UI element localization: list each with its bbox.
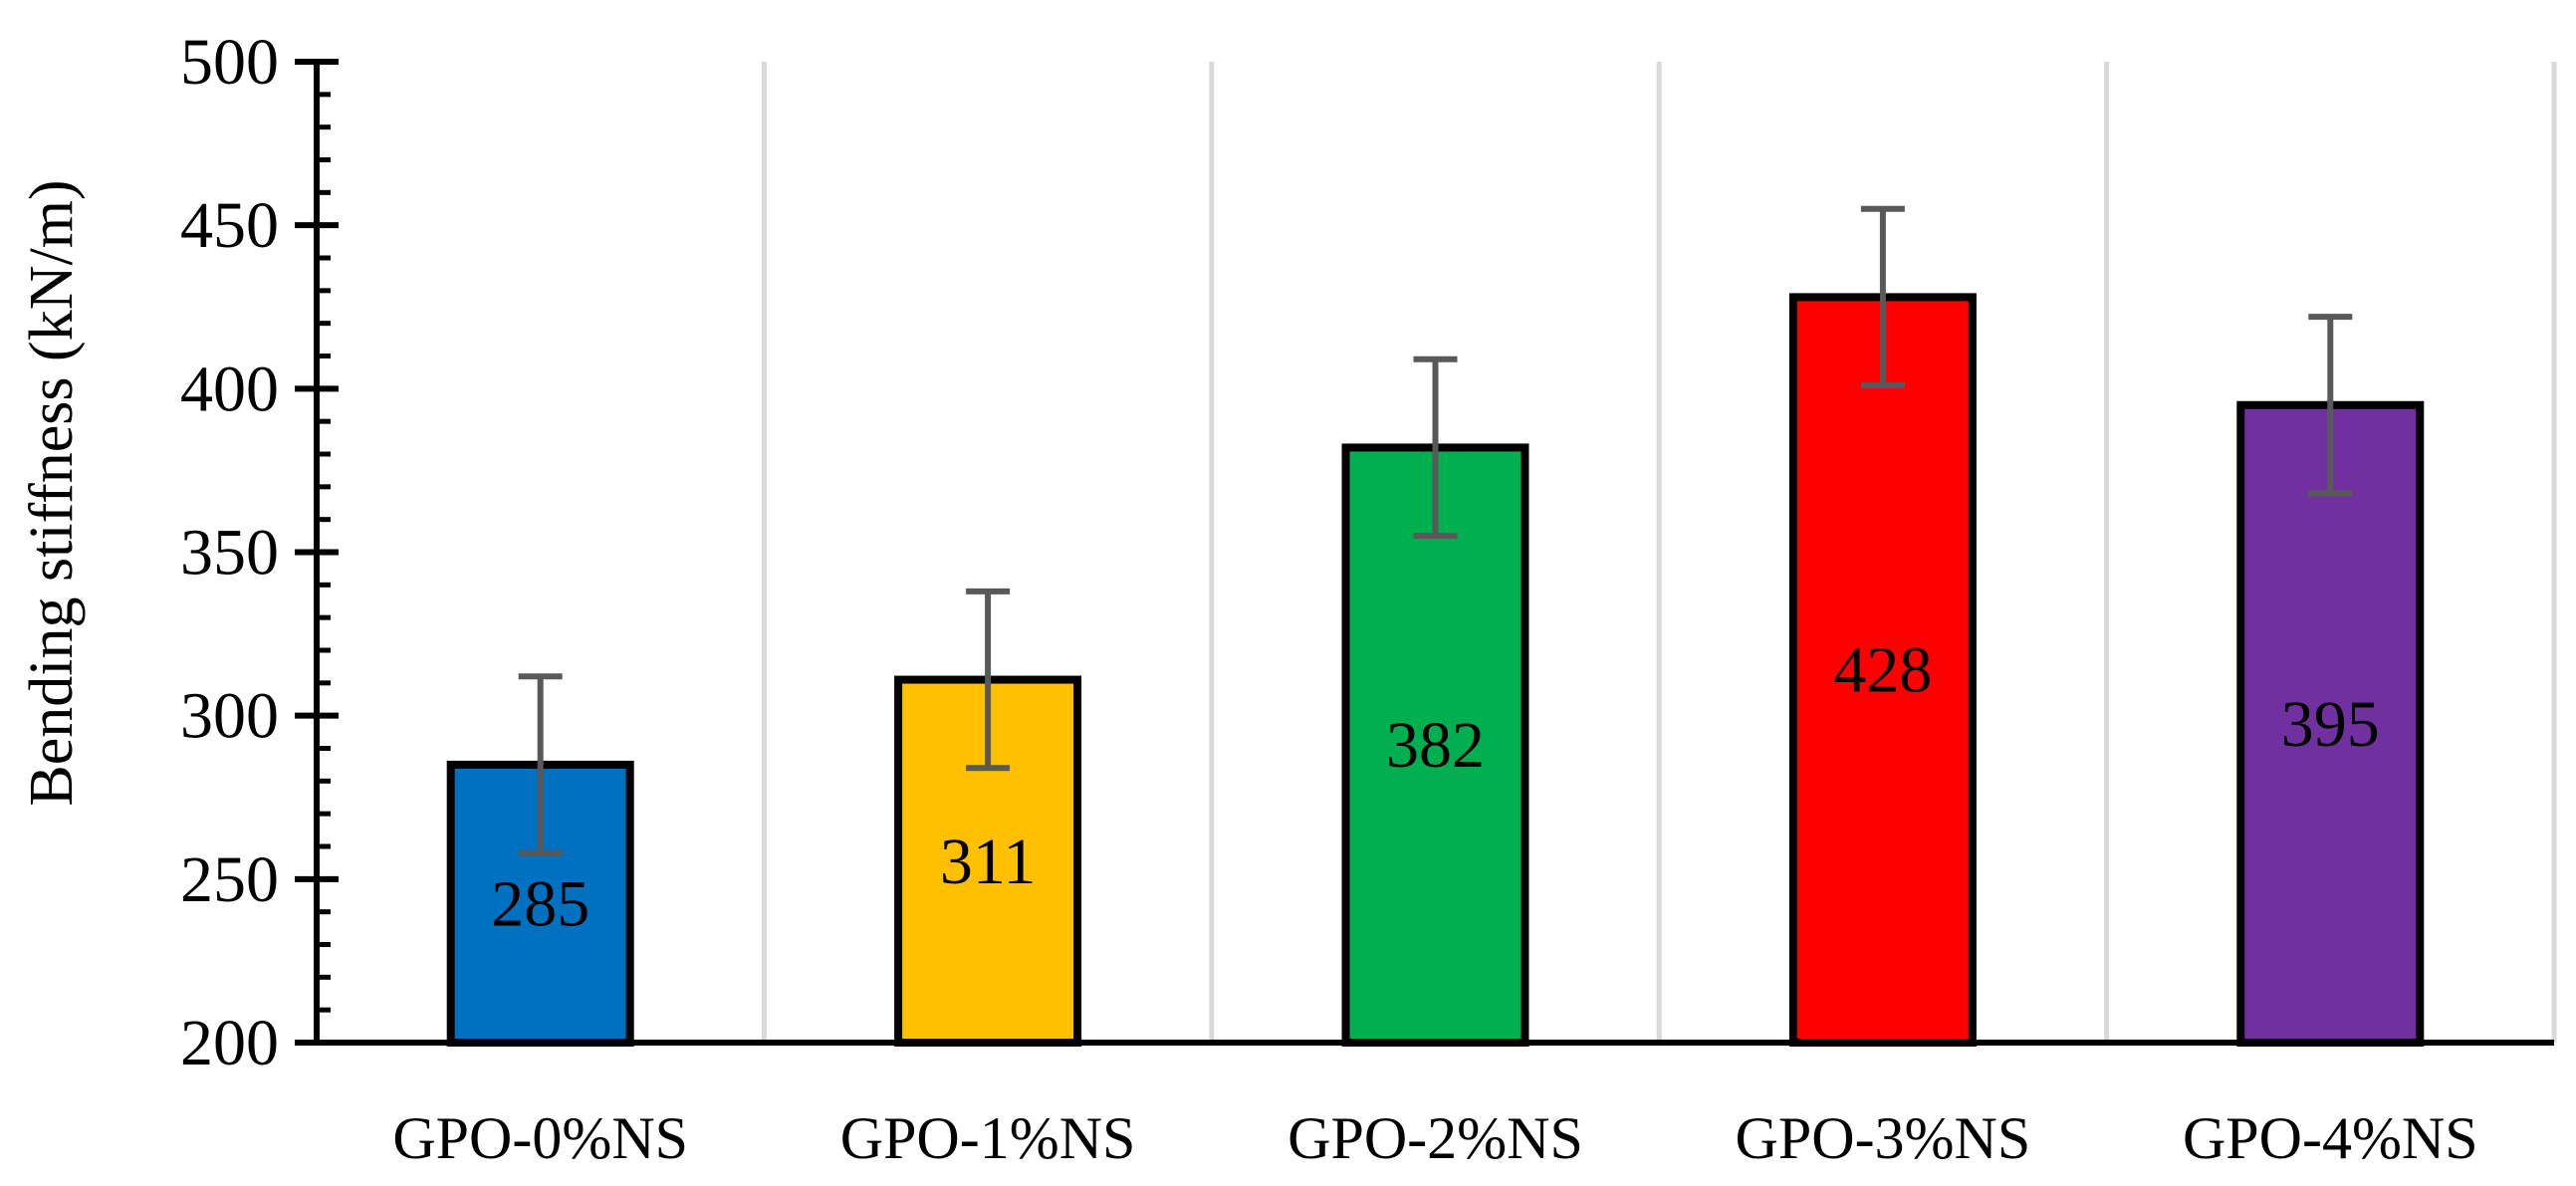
error-bar [1860, 205, 1905, 389]
error-bar [1413, 356, 1458, 540]
category-label: GPO-4%NS [2183, 1105, 2478, 1171]
y-tick-label: 400 [180, 353, 279, 425]
bar-GPO-4%NS [2236, 400, 2425, 1047]
data-label: 395 [2281, 688, 2380, 761]
category-label: GPO-0%NS [392, 1105, 688, 1171]
axis-layer [295, 59, 2554, 1046]
y-tick-label: 350 [180, 517, 279, 590]
data-label: 382 [1386, 709, 1485, 782]
bar-GPO-2%NS [1341, 443, 1529, 1047]
category-label: GPO-2%NS [1288, 1105, 1583, 1171]
grid-layer [761, 62, 2557, 1043]
y-tick-label: 300 [180, 680, 279, 753]
category-label: GPO-3%NS [1736, 1105, 2031, 1171]
bars-layer [446, 205, 2425, 1048]
labels-layer: 285 GPO-0%NS 311 GPO-1%NS 382 GPO-2%NS 428 GPO-… [180, 26, 2478, 1171]
y-tick-label: 450 [180, 189, 279, 262]
error-bar [966, 588, 1011, 772]
y-axis-title: Bending stiffness (kN/m) [18, 179, 86, 806]
data-label: 311 [940, 826, 1037, 898]
category-label: GPO-1%NS [840, 1105, 1136, 1171]
error-bar [518, 673, 563, 856]
bar-GPO-3%NS [1788, 293, 1977, 1047]
data-label: 285 [491, 867, 589, 940]
data-label: 428 [1833, 634, 1932, 707]
y-tick-label: 200 [180, 1007, 279, 1079]
y-tick-label: 250 [180, 843, 279, 916]
y-tick-label: 500 [180, 26, 279, 99]
error-bar [2308, 314, 2353, 497]
